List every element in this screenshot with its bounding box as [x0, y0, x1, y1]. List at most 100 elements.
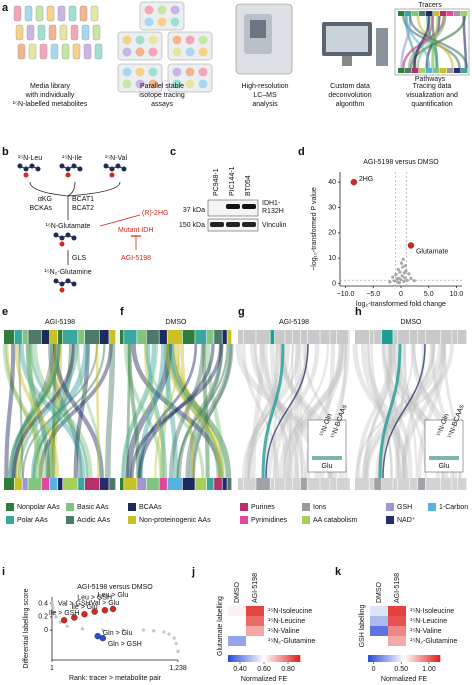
sankey-flow: [15, 343, 60, 479]
sankey-flow: [30, 343, 90, 479]
sankey-node: [457, 330, 467, 344]
highlight-label: Gln > GSH: [108, 641, 142, 648]
band-label: IDH1-: [262, 200, 281, 207]
well: [135, 47, 145, 57]
sankey-flow: [14, 343, 60, 479]
sankey-flow: [8, 343, 61, 479]
tube: [39, 43, 48, 60]
well: [144, 5, 154, 15]
sankey-node: [320, 478, 330, 490]
line: [73, 165, 81, 170]
sankey-node: [274, 478, 285, 490]
sankey-flow: [47, 343, 83, 479]
step-caption: Media library: [30, 83, 71, 90]
legend-label: Ions: [313, 504, 327, 511]
colorbar-step: [271, 655, 274, 662]
inset: [307, 419, 347, 473]
sankey-flow: [173, 343, 224, 479]
sankey-node: [418, 330, 426, 344]
sankey-node: [182, 478, 195, 490]
sankey-title: DMSO: [401, 319, 423, 326]
tracer-label: ¹⁵N-Ile: [62, 155, 82, 162]
sankey-node: [214, 330, 222, 344]
sankey-node: [292, 478, 301, 490]
sankey-flow: [265, 343, 309, 479]
heatmap-cell: [228, 626, 246, 636]
point: [167, 632, 171, 636]
colorbar-step: [392, 655, 395, 662]
sankey-node: [99, 330, 109, 344]
sankey-node: [85, 478, 100, 490]
sankey-flow: [168, 343, 232, 479]
sankey-flow: [29, 343, 89, 479]
sankey-flow: [272, 343, 279, 479]
sankey-node: [124, 330, 137, 344]
highlight-point: [109, 605, 117, 613]
point: [176, 649, 180, 653]
sankey-flow: [177, 343, 224, 479]
y-tick-label: 0: [332, 280, 336, 287]
column-label: DMSO: [376, 581, 383, 603]
sankey-flow: [188, 343, 234, 479]
sankey-flow: [164, 343, 179, 479]
tube: [48, 24, 57, 41]
column-label: AGI-5198: [252, 573, 259, 603]
sankey-flow: [365, 343, 454, 479]
sankey-node: [195, 330, 207, 344]
sankey-node: [300, 330, 307, 344]
well: [185, 67, 195, 77]
band-label: R132H: [262, 208, 284, 215]
legend-swatch: [302, 503, 310, 511]
sankey-node: [195, 478, 207, 490]
sankey-node: [409, 330, 418, 344]
heatmap-cell: [370, 626, 388, 636]
colorbar-step: [435, 655, 438, 662]
point: [141, 628, 146, 632]
enzyme: Mutant IDH: [118, 227, 153, 234]
sankey-flow: [167, 343, 222, 479]
sankey-flow: [396, 343, 407, 479]
colorbar-step: [396, 655, 400, 662]
red-arrow: [99, 214, 141, 227]
sankey-node: [369, 330, 374, 344]
sankey-flow: [277, 343, 348, 479]
colorbar-step: [295, 655, 298, 662]
sankey-flow: [405, 15, 431, 69]
point: [80, 627, 85, 631]
sankey-flow: [160, 343, 172, 479]
panel-label: f: [120, 306, 124, 318]
point: [52, 610, 56, 614]
sankey-node: [49, 330, 58, 344]
legend-swatch: [386, 503, 394, 511]
band: [226, 204, 240, 209]
well: [170, 5, 180, 15]
sankey-flow: [408, 15, 469, 69]
colorbar-step: [377, 655, 381, 662]
sankey-node: [381, 330, 393, 344]
sankey-node: [440, 11, 447, 16]
sankey-node: [256, 330, 270, 344]
sankey-node: [14, 330, 22, 344]
highlight-label: Leu > Glu: [98, 592, 129, 599]
sankey-node: [292, 330, 301, 344]
sankey-flow: [50, 343, 63, 479]
sankey-node: [4, 330, 14, 344]
sankey-flow: [242, 343, 280, 479]
band: [210, 222, 224, 227]
sankey-node: [307, 330, 320, 344]
metabolite: ¹⁵N-Glutamate: [46, 223, 91, 230]
sankey-flow: [244, 343, 291, 479]
line: [61, 280, 69, 285]
colorbar-step: [389, 655, 393, 662]
x-tick-label: −10.0: [337, 291, 355, 298]
sankey-node: [405, 11, 412, 16]
well: [172, 35, 182, 45]
well: [185, 47, 195, 57]
tube: [94, 43, 103, 60]
panel-label: j: [191, 566, 195, 578]
sankey-node: [425, 478, 441, 490]
sankey-flow: [288, 343, 294, 479]
stand: [342, 56, 352, 66]
heatmap-cell: [246, 636, 264, 646]
sankey-flow: [125, 343, 173, 479]
